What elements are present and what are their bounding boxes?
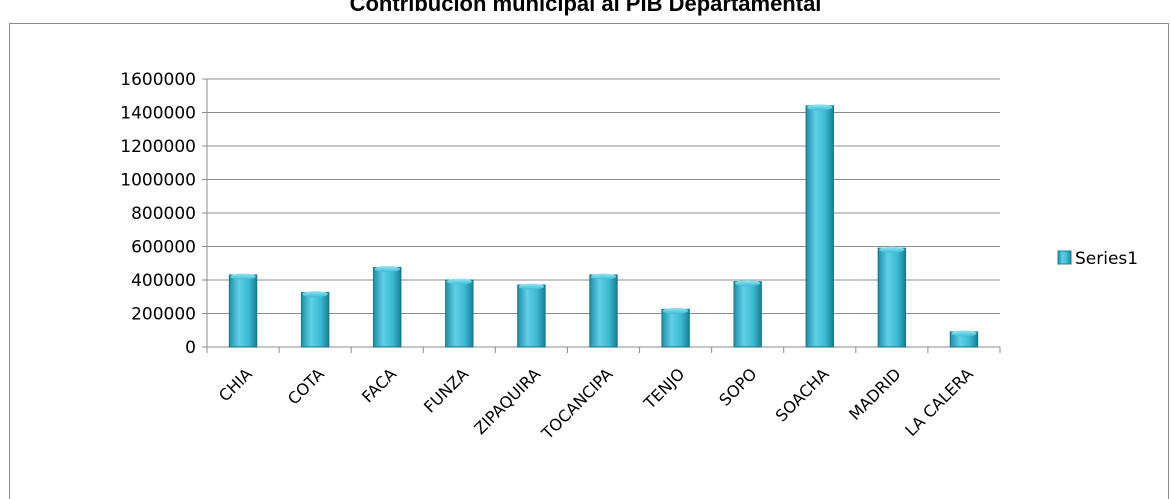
bar-body bbox=[661, 308, 690, 348]
y-tick-label: 200000 bbox=[131, 305, 196, 325]
bar-la-calera bbox=[949, 330, 979, 348]
chart-frame bbox=[9, 23, 1169, 499]
bar-body bbox=[877, 247, 907, 348]
legend: Series1 bbox=[1057, 249, 1138, 269]
bar-body bbox=[373, 266, 402, 348]
bar-cap bbox=[879, 246, 905, 253]
bar-cap bbox=[230, 273, 256, 280]
bar-cap bbox=[734, 280, 761, 287]
y-tick-labels: 0 200000 400000 600000 800000 1000000 1200000 1… bbox=[120, 70, 196, 358]
bar-cap bbox=[590, 273, 617, 280]
y-tick-label: 1400000 bbox=[120, 104, 196, 124]
y-tick-label: 0 bbox=[185, 338, 196, 358]
legend-label-series1: Series1 bbox=[1075, 249, 1138, 269]
bar-body bbox=[733, 281, 762, 348]
x-tick-label: SOPO bbox=[715, 364, 760, 409]
y-tick-label: 1000000 bbox=[120, 171, 196, 191]
bar-cap bbox=[807, 104, 833, 111]
x-tick-label: ZIPAQUIRA bbox=[470, 364, 544, 438]
bars bbox=[228, 104, 979, 348]
bar-sopo bbox=[733, 280, 762, 348]
x-tick-label: MADRID bbox=[845, 364, 905, 424]
bar-body bbox=[589, 274, 618, 348]
bar-cap bbox=[446, 278, 473, 285]
bar-chia bbox=[228, 273, 258, 348]
x-tick-label: FUNZA bbox=[420, 364, 472, 416]
bar-body bbox=[445, 279, 474, 348]
x-tick-label: LA CALERA bbox=[901, 364, 977, 440]
y-tick-label: 800000 bbox=[131, 204, 196, 224]
bar-cap bbox=[302, 291, 328, 298]
x-tick-label: TENJO bbox=[640, 364, 689, 413]
bar-cap bbox=[951, 330, 977, 337]
bar-body bbox=[517, 284, 546, 348]
bar-faca bbox=[373, 265, 402, 348]
bar-madrid bbox=[877, 246, 907, 348]
legend-swatch bbox=[1057, 250, 1072, 265]
x-tick-label: TOCANCIPA bbox=[537, 364, 616, 443]
x-tick-label: SOACHA bbox=[772, 364, 833, 425]
chart-title: Contribución municipal al PIB Departamen… bbox=[349, 0, 822, 16]
bar-cap bbox=[374, 265, 400, 272]
y-tick-label: 400000 bbox=[131, 271, 196, 291]
bar-soacha bbox=[805, 104, 834, 348]
x-tick-label: CHIA bbox=[215, 364, 256, 405]
bar-funza bbox=[445, 278, 474, 348]
y-tick-label: 1200000 bbox=[120, 137, 196, 157]
y-tick-label: 1600000 bbox=[120, 70, 196, 90]
bar-cap bbox=[518, 283, 545, 290]
bar-zipaquira bbox=[517, 283, 546, 348]
x-tick-label: COTA bbox=[284, 364, 328, 408]
y-tick-label: 600000 bbox=[131, 238, 196, 258]
bar-cota bbox=[300, 291, 330, 348]
bar-body bbox=[805, 105, 834, 348]
bar-body bbox=[228, 274, 258, 348]
bar-body bbox=[300, 292, 330, 348]
x-tick-label: FACA bbox=[358, 364, 400, 406]
bar-cap bbox=[662, 307, 689, 314]
bar-tocancipa bbox=[589, 273, 618, 348]
bar-tenjo bbox=[661, 307, 690, 348]
